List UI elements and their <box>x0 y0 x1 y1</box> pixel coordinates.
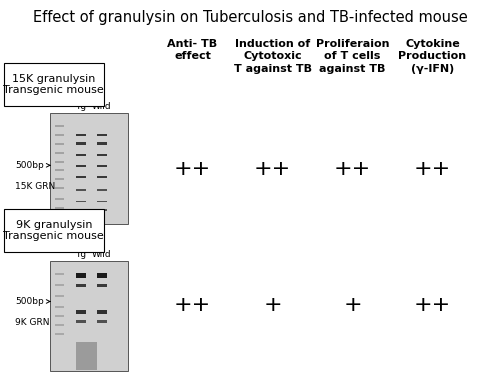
Bar <box>56 307 64 308</box>
Bar <box>76 176 86 179</box>
Bar <box>56 273 64 275</box>
Text: 9K granulysin
Transgenic mouse: 9K granulysin Transgenic mouse <box>4 220 104 241</box>
Bar <box>56 178 64 180</box>
Text: Wild: Wild <box>92 250 112 259</box>
Bar <box>56 152 64 154</box>
Bar <box>76 133 86 137</box>
Bar <box>96 142 106 145</box>
Text: Induction of
Cytotoxic
T against TB: Induction of Cytotoxic T against TB <box>234 39 312 74</box>
Text: ++: ++ <box>334 159 371 179</box>
Text: 15K GRN: 15K GRN <box>15 182 55 191</box>
Text: +: + <box>343 295 362 315</box>
Text: 500bp: 500bp <box>15 297 50 306</box>
Bar <box>56 207 64 209</box>
Text: 9K GRN: 9K GRN <box>15 318 50 327</box>
Bar <box>56 170 64 172</box>
Bar <box>56 134 64 136</box>
Text: Effect of granulysin on Tuberculosis and TB-infected mouse: Effect of granulysin on Tuberculosis and… <box>32 10 468 25</box>
Bar <box>56 143 64 145</box>
Bar <box>56 125 64 127</box>
Text: Tg: Tg <box>76 250 86 259</box>
Bar <box>56 315 64 317</box>
Bar <box>56 187 64 189</box>
Bar <box>50 261 128 371</box>
Bar <box>96 201 106 203</box>
Bar <box>50 113 128 224</box>
Bar <box>76 310 86 314</box>
Bar <box>96 273 106 279</box>
Bar <box>76 209 86 211</box>
Text: Anti- TB
effect: Anti- TB effect <box>168 39 218 61</box>
Bar <box>76 165 86 167</box>
Text: ++: ++ <box>174 159 211 179</box>
Bar <box>96 209 106 211</box>
Text: +: + <box>263 295 282 315</box>
Text: Cytokine
Production
(γ-IFN): Cytokine Production (γ-IFN) <box>398 39 466 74</box>
Bar <box>56 324 64 326</box>
Text: Proliferaion
of T cells
against TB: Proliferaion of T cells against TB <box>316 39 389 74</box>
FancyBboxPatch shape <box>4 209 104 252</box>
Bar <box>56 295 64 297</box>
Bar <box>96 133 106 137</box>
Text: 500bp: 500bp <box>15 161 50 170</box>
Bar <box>76 342 96 370</box>
Text: Tg: Tg <box>76 102 86 111</box>
Bar <box>56 284 64 286</box>
FancyBboxPatch shape <box>4 63 104 106</box>
Bar <box>76 320 86 323</box>
Text: Wild: Wild <box>92 102 112 111</box>
Text: ++: ++ <box>414 159 451 179</box>
Bar <box>96 320 106 323</box>
Text: ++: ++ <box>414 295 451 315</box>
Bar <box>96 165 106 167</box>
Text: 15K granulysin
Transgenic mouse: 15K granulysin Transgenic mouse <box>4 74 104 95</box>
Text: ++: ++ <box>254 159 291 179</box>
Bar <box>76 284 86 287</box>
Bar <box>56 333 64 335</box>
Bar <box>96 154 106 156</box>
Text: ++: ++ <box>174 295 211 315</box>
Bar <box>56 161 64 163</box>
Bar <box>76 273 86 279</box>
Bar <box>76 189 86 191</box>
Bar <box>96 189 106 191</box>
Bar <box>96 310 106 314</box>
Bar <box>76 154 86 156</box>
Bar <box>96 284 106 287</box>
Bar <box>56 198 64 200</box>
Bar <box>76 201 86 203</box>
Bar <box>96 176 106 179</box>
Bar <box>76 142 86 145</box>
